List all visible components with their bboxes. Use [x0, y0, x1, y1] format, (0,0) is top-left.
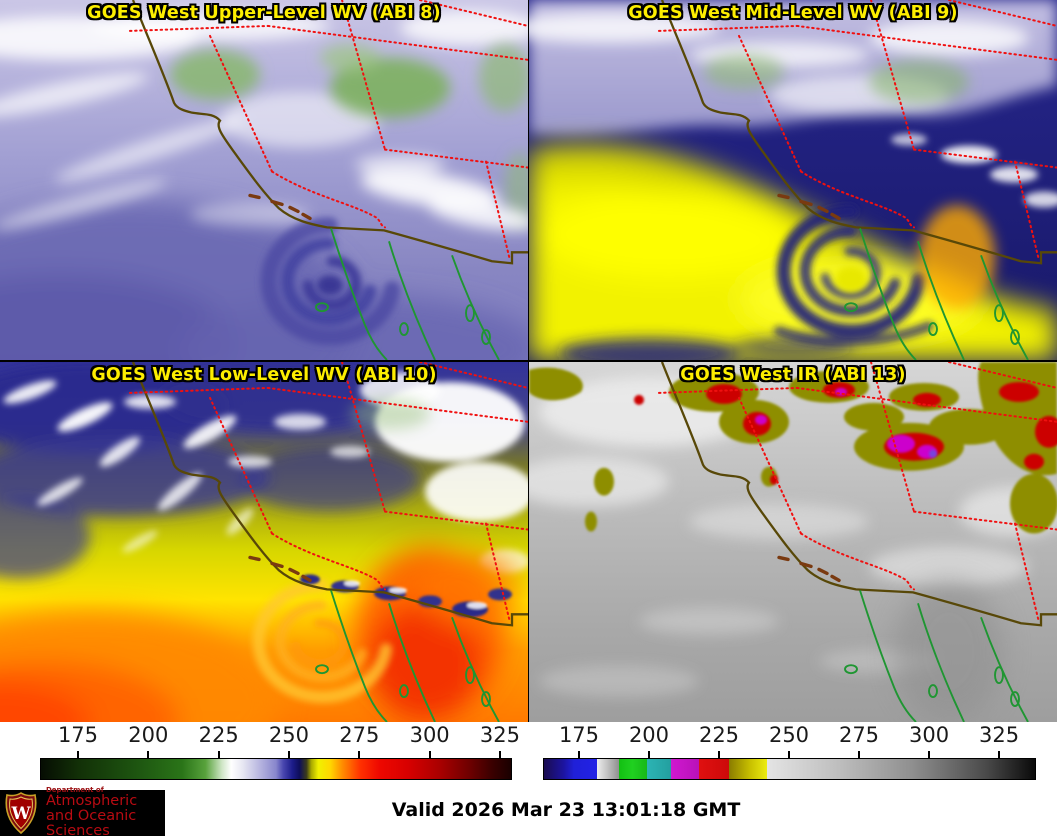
colorbar-tick-label: 300 — [409, 723, 450, 747]
colorbar-tick-label: 175 — [57, 723, 99, 747]
colorbar-tick-label: 200 — [128, 723, 169, 747]
colorbar-tick-label: 275 — [339, 723, 380, 747]
colorbar-wv-tick-labels: 175 200 225 250 275 300 325 — [40, 722, 520, 751]
satellite-image-abi9 — [529, 0, 1057, 360]
logo-line-1: Atmospheric — [46, 792, 138, 809]
colorbar-tick-label: 275 — [838, 723, 880, 747]
satellite-quadrant-grid: GOES West Upper-Level WV (ABI 8) — [0, 0, 1057, 722]
colorbar-wv-tick-marks — [40, 751, 512, 758]
uw-aos-logo: W Department of Atmospheric and Oceanic … — [0, 786, 165, 839]
colorbar-tick-label: 250 — [268, 723, 310, 747]
colorbar-tick-label: 200 — [628, 723, 670, 747]
colorbar-ir-tick-labels: 175 200 225 250 275 300 325 — [543, 722, 1036, 751]
svg-text:W: W — [10, 804, 31, 824]
colorbar-strip: 175 200 225 250 275 300 325 175 200 225 … — [0, 722, 1057, 785]
panel-goes-west-mid-level-wv: GOES West Mid-Level WV (ABI 9) — [529, 0, 1057, 360]
colorbar-tick-label: 250 — [768, 723, 810, 747]
colorbar-tick-label: 225 — [198, 723, 239, 747]
colorbar-wv-gradient-bar — [40, 758, 512, 780]
colorbar-tick-label: 325 — [479, 723, 520, 747]
satellite-image-abi8 — [0, 0, 528, 360]
colorbar-tick-label: 300 — [908, 723, 950, 747]
colorbar-ir-tick-marks — [543, 751, 1036, 758]
footer: W Department of Atmospheric and Oceanic … — [0, 785, 1057, 839]
colorbar-tick-label: 225 — [698, 723, 740, 747]
valid-time-text: Valid 2026 Mar 23 13:01:18 GMT — [391, 799, 741, 821]
logo-dept-line: Department of — [46, 785, 104, 794]
panel-goes-west-low-level-wv: GOES West Low-Level WV (ABI 10) — [0, 362, 528, 722]
colorbar-ir-gradient-bar — [543, 758, 1036, 780]
logo-line-2: and Oceanic Sciences — [46, 808, 137, 840]
logo-text: Department of Atmospheric and Oceanic Sc… — [46, 785, 165, 840]
colorbar-tick-label: 175 — [558, 723, 600, 747]
colorbar-ir: 175 200 225 250 275 300 325 — [543, 722, 1036, 785]
panel-goes-west-upper-level-wv: GOES West Upper-Level WV (ABI 8) — [0, 0, 528, 360]
satellite-image-abi13 — [529, 362, 1057, 722]
colorbar-tick-label: 325 — [978, 723, 1020, 747]
satellite-image-abi10 — [0, 362, 528, 722]
colorbar-wv: 175 200 225 250 275 300 325 — [40, 722, 520, 785]
uw-crest-icon: W — [5, 792, 37, 834]
panel-goes-west-ir: GOES West IR (ABI 13) — [529, 362, 1057, 722]
